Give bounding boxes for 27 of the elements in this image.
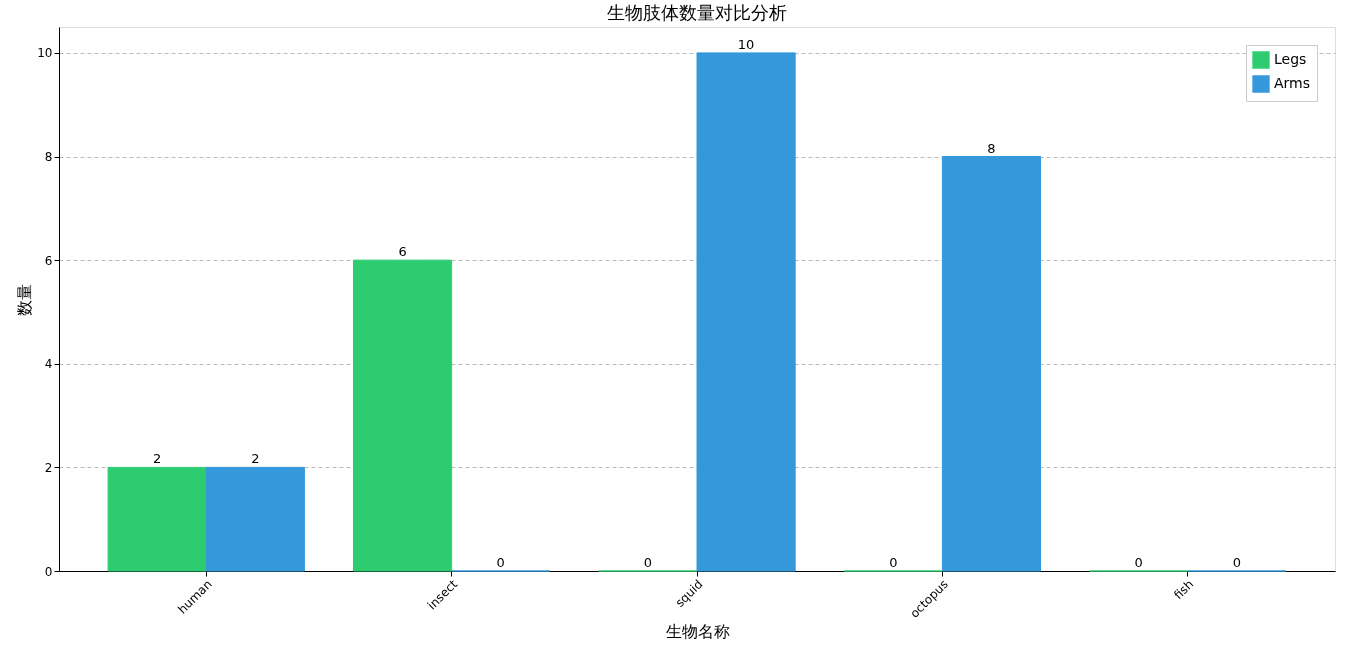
x-axis-title: 生物名称 — [665, 621, 730, 641]
data-label: 8 — [987, 140, 996, 156]
bar — [696, 52, 796, 572]
data-label: 0 — [496, 555, 505, 570]
data-label: 0 — [1232, 555, 1241, 570]
y-tick-label: 6 — [44, 253, 53, 268]
legend-label: Legs — [1274, 51, 1307, 67]
y-tick-label: 10 — [37, 46, 53, 61]
chart-title: 生物肢体数量对比分析 — [607, 2, 787, 23]
legend-label: Arms — [1274, 75, 1311, 91]
data-label: 0 — [643, 555, 653, 570]
y-tick-label: 2 — [44, 460, 53, 475]
y-tick-label: 8 — [44, 150, 53, 165]
y-tick-label: 4 — [44, 357, 53, 372]
x-tick-label: fish — [1171, 577, 1197, 603]
data-label: 0 — [1134, 555, 1143, 570]
data-label: 6 — [398, 244, 407, 260]
y-tick-label: 0 — [44, 564, 53, 579]
bar — [205, 466, 305, 572]
bar — [107, 466, 207, 572]
data-label: 2 — [153, 451, 162, 467]
data-label: 2 — [251, 451, 260, 467]
bar — [941, 156, 1042, 572]
data-label: 10 — [737, 36, 755, 52]
bar — [352, 259, 453, 572]
y-axis-title: 数量 — [15, 283, 35, 316]
data-label: 0 — [889, 555, 898, 570]
